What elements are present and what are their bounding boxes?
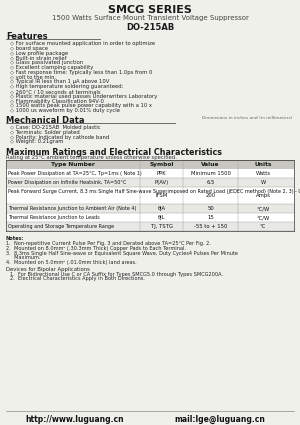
Text: Devices for Bipolar Applications: Devices for Bipolar Applications: [6, 267, 90, 272]
Text: Operating and Storage Temperature Range: Operating and Storage Temperature Range: [8, 224, 114, 229]
Text: Type Number: Type Number: [51, 162, 95, 167]
Text: ◇ Polarity: Indicated by cathode band: ◇ Polarity: Indicated by cathode band: [10, 135, 109, 139]
Text: Mechanical Data: Mechanical Data: [6, 116, 85, 125]
Text: Maximum Ratings and Electrical Characteristics: Maximum Ratings and Electrical Character…: [6, 148, 222, 157]
Text: °C/W: °C/W: [256, 215, 270, 220]
Text: PPK: PPK: [157, 171, 166, 176]
Text: 2.  Electrical Characteristics Apply in Both Directions.: 2. Electrical Characteristics Apply in B…: [10, 276, 145, 281]
Bar: [6, 213, 294, 222]
Text: http://www.luguang.cn: http://www.luguang.cn: [26, 415, 124, 424]
Text: 6.5: 6.5: [206, 180, 215, 185]
Text: Symbol: Symbol: [149, 162, 174, 167]
Text: Power Dissipation on Infinite Heatsink, TA=50°C: Power Dissipation on Infinite Heatsink, …: [8, 180, 126, 185]
Text: ◇ 1000 us waveform by 0.01% duty cycle: ◇ 1000 us waveform by 0.01% duty cycle: [10, 108, 120, 113]
Text: ◇ 260°C / 10 seconds at terminals: ◇ 260°C / 10 seconds at terminals: [10, 89, 101, 94]
Text: 1.  For Bidirectional Use C or CA Suffix for Types SMCG5.0 through Types SMCG200: 1. For Bidirectional Use C or CA Suffix …: [10, 272, 223, 277]
Text: ◇ For surface mounted application in order to optimize: ◇ For surface mounted application in ord…: [10, 41, 155, 46]
Text: 4.  Mounted on 5.0mm² (.01.0mm thick) land areas.: 4. Mounted on 5.0mm² (.01.0mm thick) lan…: [6, 260, 137, 265]
Text: -55 to + 150: -55 to + 150: [194, 224, 227, 229]
Text: °C/W: °C/W: [256, 206, 270, 211]
Bar: [6, 187, 294, 204]
Text: 3.  8.3ms Single Half Sine-wave or Equivalent Square Wave, Duty Cycles4 Pulses P: 3. 8.3ms Single Half Sine-wave or Equiva…: [6, 251, 238, 255]
Text: θJL: θJL: [158, 215, 165, 220]
Text: Notes:: Notes:: [6, 236, 25, 241]
Text: ◇ Flammability Classification 94V-0: ◇ Flammability Classification 94V-0: [10, 99, 104, 104]
Text: IFSM: IFSM: [155, 193, 168, 198]
Text: Maximum.: Maximum.: [6, 255, 40, 261]
Text: θJA: θJA: [158, 206, 166, 211]
Text: ◇ Terminals: Solder plated: ◇ Terminals: Solder plated: [10, 130, 80, 135]
Text: ◇ Fast response time: Typically less than 1.0ps from 0: ◇ Fast response time: Typically less tha…: [10, 70, 152, 75]
Text: Minimum 1500: Minimum 1500: [190, 171, 230, 176]
Text: ◇ Weight: 0.21gram: ◇ Weight: 0.21gram: [10, 139, 64, 144]
Text: ◇ Case: DO-215AB  Molded plastic: ◇ Case: DO-215AB Molded plastic: [10, 125, 101, 130]
Text: TJ, TSTG: TJ, TSTG: [151, 224, 172, 229]
Text: ◇ Glass passivated junction: ◇ Glass passivated junction: [10, 60, 83, 65]
Text: ◇ board space: ◇ board space: [10, 46, 48, 51]
Text: °C: °C: [260, 224, 266, 229]
Text: mail:lge@luguang.cn: mail:lge@luguang.cn: [175, 415, 266, 424]
Text: ◇ Excellent clamping capability: ◇ Excellent clamping capability: [10, 65, 93, 70]
Text: 2.  Mounted on 8.0mm² (.30.3mm Thick) Copper Pads to Each Terminal.: 2. Mounted on 8.0mm² (.30.3mm Thick) Cop…: [6, 246, 186, 251]
Text: 1.  Non-repetitive Current Pulse Per Fig. 3 and Derated above TA=25°C Per Fig. 2: 1. Non-repetitive Current Pulse Per Fig.…: [6, 241, 211, 246]
Bar: [6, 222, 294, 231]
Text: Thermal Resistance Junction to Ambient Air (Note 4): Thermal Resistance Junction to Ambient A…: [8, 206, 136, 211]
Text: 50: 50: [207, 206, 214, 211]
Text: 1500 Watts Surface Mount Transient Voltage Suppressor: 1500 Watts Surface Mount Transient Volta…: [52, 15, 248, 21]
Text: ◇ 1500 watts peak pulse power capability with a 10 x: ◇ 1500 watts peak pulse power capability…: [10, 103, 152, 108]
Bar: [6, 160, 294, 169]
Text: Peak Power Dissipation at TA=25°C, Tp=1ms ( Note 1): Peak Power Dissipation at TA=25°C, Tp=1m…: [8, 171, 142, 176]
Bar: [6, 204, 294, 213]
Text: ◇ volt to the min.: ◇ volt to the min.: [10, 75, 56, 79]
Text: Peak Forward Surge Current, 8.3 ms Single Half Sine-wave Superimposed on Rated L: Peak Forward Surge Current, 8.3 ms Singl…: [8, 189, 300, 194]
Text: Thermal Resistance Junction to Leads: Thermal Resistance Junction to Leads: [8, 215, 100, 220]
Text: ◇ Plastic material used passes Underwriters Laboratory: ◇ Plastic material used passes Underwrit…: [10, 94, 158, 99]
Text: W: W: [260, 180, 266, 185]
Text: Units: Units: [254, 162, 272, 167]
Bar: [6, 178, 294, 187]
Text: Value: Value: [201, 162, 220, 167]
Text: Watts: Watts: [255, 171, 271, 176]
Text: Amps: Amps: [256, 193, 271, 198]
Text: SMCG SERIES: SMCG SERIES: [108, 5, 192, 15]
Text: ◇ Built-in strain relief: ◇ Built-in strain relief: [10, 55, 67, 60]
Text: DO-215AB: DO-215AB: [126, 23, 174, 32]
Text: Rating at 25°C ambient temperature unless otherwise specified.: Rating at 25°C ambient temperature unles…: [6, 155, 177, 160]
Text: Dimensions in inches and (in millimeters): Dimensions in inches and (in millimeters…: [202, 116, 292, 120]
Bar: [6, 169, 294, 178]
Text: 200: 200: [206, 193, 216, 198]
Text: 15: 15: [207, 215, 214, 220]
Text: ◇ Low profile package: ◇ Low profile package: [10, 51, 68, 56]
Text: P(AV): P(AV): [154, 180, 169, 185]
Text: ◇ Typical IR less than 1 μA above 10V: ◇ Typical IR less than 1 μA above 10V: [10, 79, 110, 85]
Text: ◇ High temperature soldering guaranteed:: ◇ High temperature soldering guaranteed:: [10, 84, 123, 89]
Text: Features: Features: [6, 32, 48, 41]
